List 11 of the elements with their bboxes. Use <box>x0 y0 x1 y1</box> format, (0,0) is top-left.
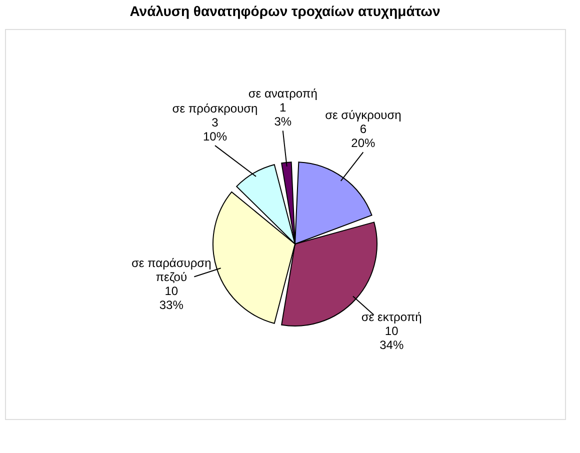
data-label: 10 33% <box>159 284 184 312</box>
data-label: 6 20% <box>351 122 376 150</box>
slice-label: σε παράσυρση πεζού <box>131 256 212 284</box>
slice-label: σε ανατροπή <box>248 86 318 101</box>
slice-label: σε εκτροπή <box>361 310 422 324</box>
data-label: 1 3% <box>274 100 292 129</box>
slice-label: σε πρόσκρουση <box>172 102 258 116</box>
data-label: 10 34% <box>380 324 404 352</box>
data-label: 3 10% <box>202 116 228 144</box>
chart-title: Ανάλυση θανατηφόρων τροχαίων ατυχημάτων <box>130 3 440 19</box>
slice-label: σε σύγκρουση <box>325 108 402 122</box>
